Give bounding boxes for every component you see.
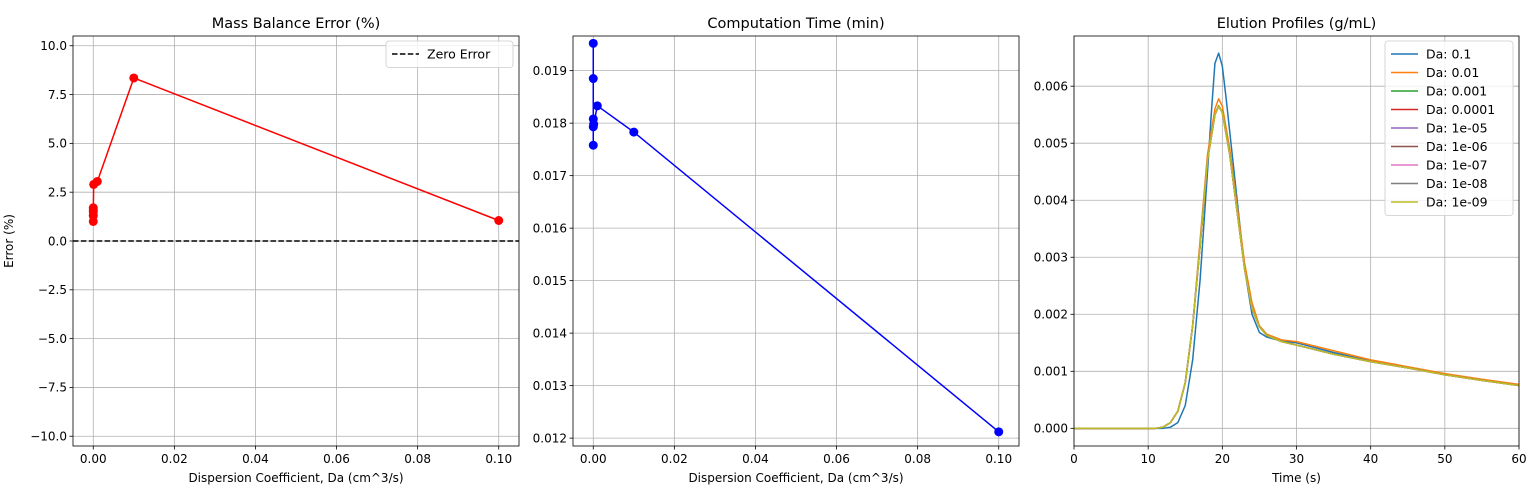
data-point	[129, 73, 139, 83]
x-axis-label: Dispersion Coefficient, Da (cm^3/s)	[688, 471, 903, 485]
y-tick-label: 0.003	[1034, 251, 1068, 265]
y-tick-label: −10.0	[30, 430, 67, 444]
series-group	[1074, 52, 1519, 430]
x-tick-label: 0.04	[242, 452, 269, 466]
series-line-1	[92, 77, 500, 222]
y-tick-label: 0.013	[533, 379, 567, 393]
x-tick-label: 0.10	[985, 452, 1012, 466]
y-tick-label: 5.0	[48, 137, 67, 151]
series-line-9	[1074, 105, 1519, 430]
x-tick-label: 0.02	[661, 452, 688, 466]
x-tick-label: 0.08	[904, 452, 931, 466]
legend-label: Da: 1e-05	[1426, 121, 1488, 136]
data-point	[588, 74, 598, 84]
x-tick-label: 0.00	[580, 452, 607, 466]
y-tick-label: 0.016	[533, 221, 567, 235]
chart-panel-2: 0.00 0.02 0.04 0.06 0.08 0.10 0.012 0.013 0.014 0…	[533, 16, 1020, 485]
y-tick-label: 0.017	[533, 169, 567, 183]
x-tick-label: 0.06	[823, 452, 850, 466]
y-tick-label: 0.000	[1034, 422, 1068, 436]
chart-title: Computation Time (min)	[707, 16, 884, 32]
legend-label: Da: 0.01	[1426, 65, 1479, 80]
legend-label: Da: 1e-07	[1426, 158, 1488, 173]
x-tick-label: 0	[1070, 452, 1078, 466]
x-tick-label: 40	[1363, 452, 1378, 466]
legend-label: Zero Error	[427, 47, 491, 62]
data-point	[494, 216, 504, 225]
x-tick-label: 20	[1215, 452, 1230, 466]
y-tick-label: 0.002	[1034, 308, 1068, 322]
data-point	[629, 127, 639, 137]
y-tick-label: 0.018	[533, 116, 567, 130]
y-tick-label: 0.014	[533, 326, 567, 340]
data-point	[589, 119, 599, 129]
legend-label: Da: 1e-06	[1426, 139, 1488, 154]
grid	[573, 36, 1019, 446]
x-tick-label: 30	[1289, 452, 1304, 466]
legend-label: Da: 0.001	[1426, 84, 1487, 99]
series-group	[88, 73, 504, 226]
x-tick-label: 50	[1437, 452, 1452, 466]
y-tick-label: 10.0	[40, 39, 67, 53]
y-tick-label: 7.5	[48, 88, 67, 102]
x-tick-label: 0.08	[404, 452, 431, 466]
data-point	[588, 140, 598, 150]
y-tick-label: 0.019	[533, 64, 567, 78]
data-point	[592, 101, 602, 111]
series-line-1	[1074, 52, 1519, 430]
x-axis-label: Dispersion Coefficient, Da (cm^3/s)	[188, 471, 403, 485]
chart-title: Elution Profiles (g/mL)	[1217, 16, 1377, 32]
chart-title: Mass Balance Error (%)	[212, 16, 381, 32]
data-point	[88, 205, 98, 215]
chart-panel-3: 0 10 20 30 40 50 60 0.000 0.001 0.002 0.003 0.004 0.…	[1034, 16, 1527, 485]
y-tick-label: 0.0	[48, 234, 67, 248]
axes-frame	[572, 35, 1020, 447]
y-tick-label: −5.0	[38, 332, 67, 346]
data-point	[92, 176, 102, 186]
data-point	[994, 427, 1004, 437]
x-tick-label: 0.06	[323, 452, 350, 466]
x-axis-label: Time (s)	[1271, 471, 1321, 485]
y-axis-label: Error (%)	[2, 214, 16, 268]
y-tick-label: 2.5	[48, 185, 67, 199]
data-point	[588, 38, 598, 48]
y-tick-label: −7.5	[38, 381, 67, 395]
legend-box	[1384, 40, 1514, 216]
legend-label: Da: 1e-09	[1426, 195, 1488, 210]
series-group	[588, 38, 1004, 437]
legend: Zero Error	[385, 40, 514, 68]
x-tick-label: 0.04	[742, 452, 769, 466]
chart-panel-1: 0.00 0.02 0.04 0.06 0.08 0.10 −10.0 −7.5 −5.0 −2.…	[2, 16, 520, 485]
legend-label: Da: 1e-08	[1426, 176, 1488, 191]
x-tick-label: 0.10	[485, 452, 512, 466]
legend-label: Da: 0.1	[1426, 47, 1471, 62]
x-tick-label: 10	[1141, 452, 1156, 466]
series-line-1	[592, 42, 1000, 433]
y-tick-label: 0.012	[533, 431, 567, 445]
y-tick-label: 0.006	[1034, 79, 1068, 93]
x-tick-label: 0.00	[80, 452, 107, 466]
legend-label: Da: 0.0001	[1426, 102, 1495, 117]
x-tick-label: 60	[1511, 452, 1526, 466]
y-tick-label: 0.004	[1034, 194, 1068, 208]
y-tick-label: 0.005	[1034, 137, 1068, 151]
legend: Da: 0.1 Da: 0.01 Da: 0.001 Da: 0.0001 Da: 1e…	[1384, 40, 1514, 216]
y-tick-label: −2.5	[38, 283, 67, 297]
y-tick-label: 0.001	[1034, 365, 1068, 379]
legend-box	[385, 40, 514, 68]
y-tick-label: 0.015	[533, 274, 567, 288]
x-tick-label: 0.02	[161, 452, 188, 466]
